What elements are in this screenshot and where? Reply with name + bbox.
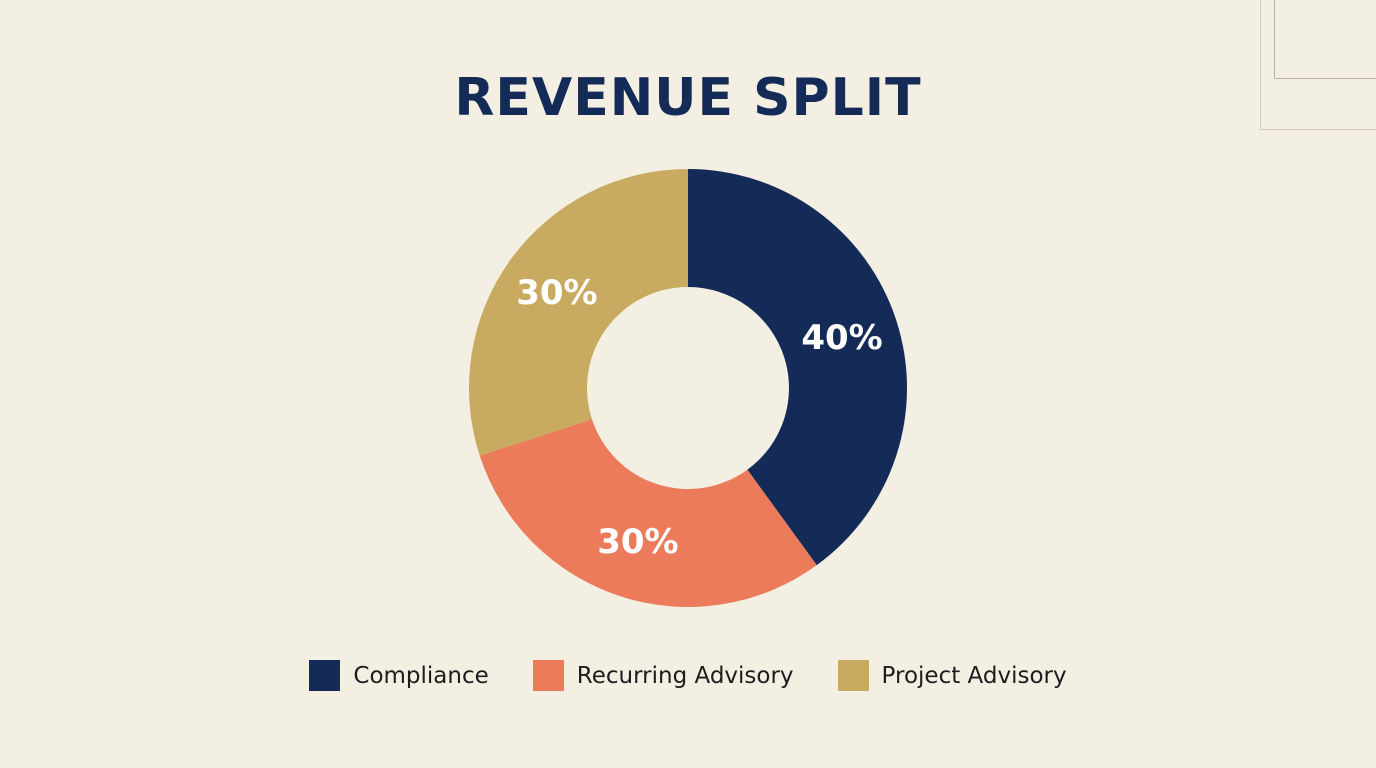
chart-title: REVENUE SPLIT <box>454 68 922 128</box>
legend-item-recurring-advisory: Recurring Advisory <box>532 660 794 691</box>
donut-slice-project-advisory <box>468 169 688 456</box>
legend-item-project-advisory: Project Advisory <box>837 660 1067 691</box>
legend-swatch-recurring-advisory <box>532 660 564 691</box>
legend-swatch-project-advisory <box>837 660 869 691</box>
slice-label-compliance: 40% <box>801 317 883 358</box>
donut-chart: 40% 30% 30% <box>468 168 908 608</box>
donut-slice-compliance <box>688 169 907 566</box>
decorative-frame-outer <box>1260 0 1376 130</box>
legend-swatch-compliance <box>309 660 341 691</box>
legend-label: Recurring Advisory <box>576 662 794 689</box>
decorative-frame-inner <box>1274 0 1376 79</box>
legend-label: Project Advisory <box>881 662 1067 689</box>
slice-label-project-advisory: 30% <box>516 272 598 313</box>
slice-label-recurring-advisory: 30% <box>597 522 679 563</box>
donut-chart-svg <box>468 169 907 607</box>
donut-slice-recurring-advisory <box>479 419 817 607</box>
chart-legend: Compliance Recurring Advisory Project Ad… <box>0 660 1376 691</box>
legend-item-compliance: Compliance <box>309 660 489 691</box>
legend-label: Compliance <box>353 662 489 689</box>
